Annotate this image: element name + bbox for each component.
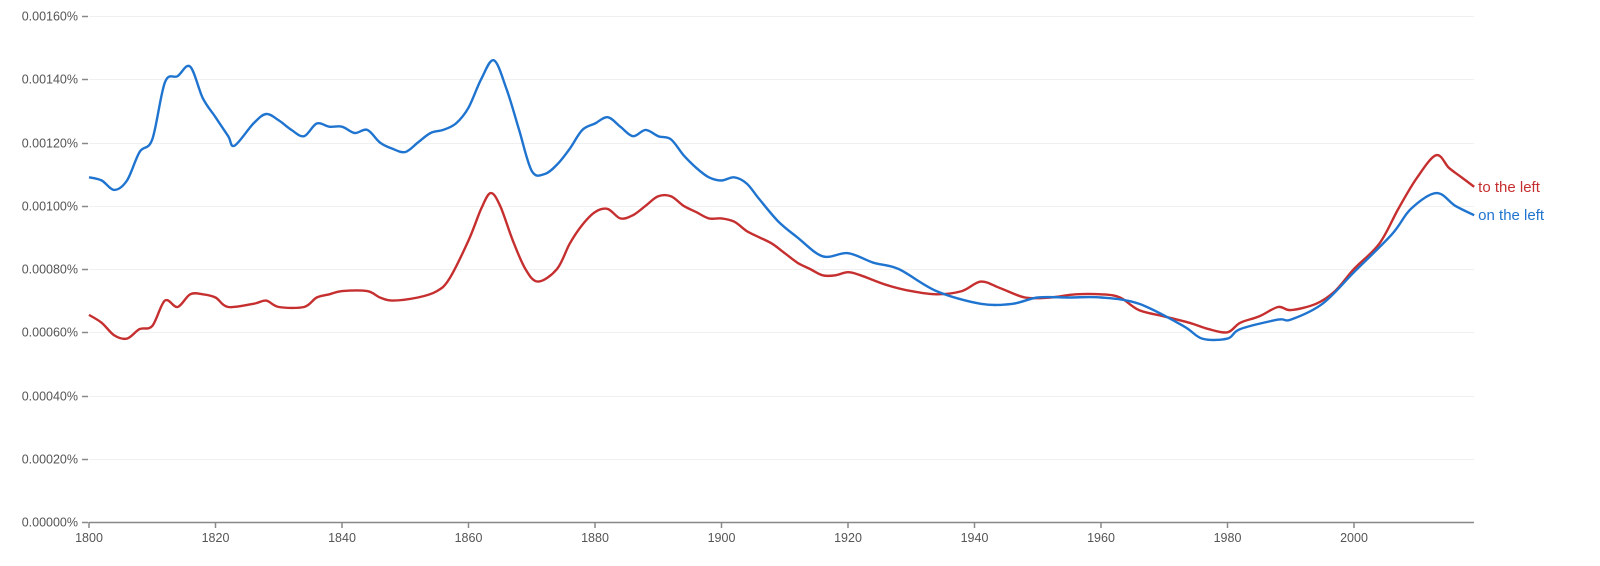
- y-tick-label: 0.00160%: [22, 10, 78, 24]
- x-axis: 1800 1820 1840 1860 1880 1900 1920 1940 1960 1980…: [75, 521, 1474, 545]
- x-tick-label: 1960: [1087, 531, 1115, 545]
- gridlines: [89, 16, 1474, 460]
- x-tick-label: 1840: [328, 531, 356, 545]
- x-tick-label: 1880: [581, 531, 609, 545]
- series-line-to-the-left[interactable]: [88, 153, 1475, 341]
- y-tick-label: 0.00040%: [22, 390, 78, 404]
- x-tick-label: 1920: [834, 531, 862, 545]
- x-tick-label: 1860: [455, 531, 483, 545]
- y-axis: 0.00000% 0.00020% 0.00040% 0.00060% 0.00080%…: [22, 10, 88, 530]
- series-label-on-the-left[interactable]: on the left: [1478, 207, 1545, 224]
- y-tick-label: 0.00140%: [22, 73, 78, 87]
- series-label-to-the-left[interactable]: to the left: [1478, 179, 1541, 196]
- y-tick-label: 0.00080%: [22, 263, 78, 277]
- y-tick-label: 0.00100%: [22, 200, 78, 214]
- series-line-on-the-left[interactable]: [88, 59, 1475, 342]
- series-lines: [88, 59, 1475, 342]
- x-tick-label: 1820: [202, 531, 230, 545]
- y-tick-label: 0.00120%: [22, 137, 78, 151]
- y-tick-label: 0.00020%: [22, 453, 78, 467]
- x-tick-label: 1980: [1214, 531, 1242, 545]
- series-labels: to the left on the left: [1478, 179, 1545, 224]
- x-tick-label: 1940: [961, 531, 989, 545]
- y-tick-label: 0.00000%: [22, 516, 78, 530]
- x-tick-label: 1800: [75, 531, 103, 545]
- y-tick-label: 0.00060%: [22, 326, 78, 340]
- x-tick-label: 2000: [1340, 531, 1368, 545]
- x-tick-label: 1900: [708, 531, 736, 545]
